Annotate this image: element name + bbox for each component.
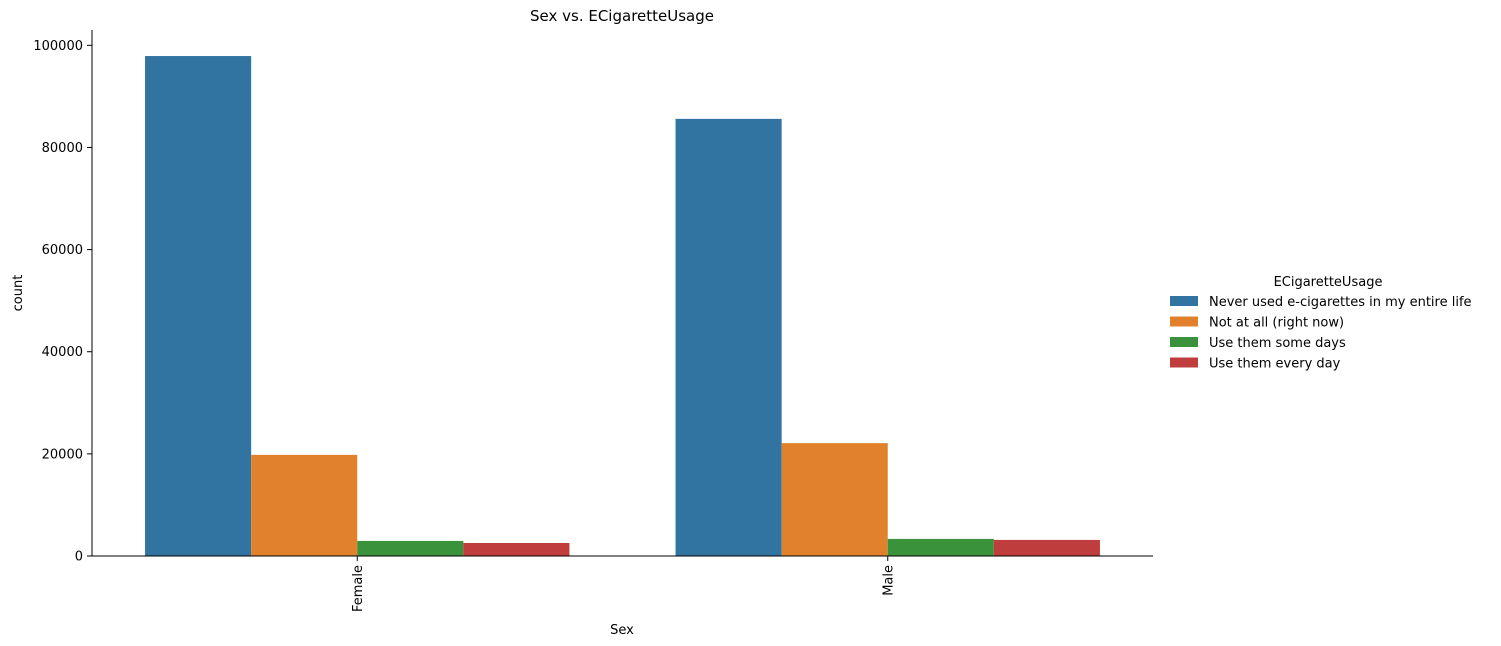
y-axis-title: count <box>11 275 26 312</box>
legend-items: Never used e-cigarettes in my entire lif… <box>1170 295 1472 372</box>
legend-label-use-them-some-days: Use them some days <box>1209 336 1346 351</box>
y-tick-label: 60000 <box>42 243 83 258</box>
legend-swatch-never-used-e-cigarettes-in-my-entire-life <box>1170 296 1198 306</box>
bar-female-never-used-e-cigarettes-in-my-entire-life <box>145 56 252 556</box>
legend-label-never-used-e-cigarettes-in-my-entire-life: Never used e-cigarettes in my entire lif… <box>1209 295 1472 310</box>
bar-female-use-them-every-day <box>463 542 570 556</box>
x-tick-label: Female <box>351 565 366 612</box>
y-tick-label: 40000 <box>42 345 83 360</box>
x-axis-title: Sex <box>610 623 634 638</box>
legend: ECigaretteUsage Never used e-cigarettes … <box>1170 275 1472 372</box>
legend-title: ECigaretteUsage <box>1274 275 1383 290</box>
legend-swatch-use-them-every-day <box>1170 357 1198 368</box>
y-ticks: 0 20000 40000 60000 80000 100000 <box>33 39 92 565</box>
y-tick-label: 0 <box>75 550 83 565</box>
legend-label-not-at-all-right-now: Not at all (right now) <box>1209 316 1344 331</box>
x-tick-label: Male <box>881 565 896 596</box>
legend-label-use-them-every-day: Use them every day <box>1209 357 1341 372</box>
bar-male-not-at-all-right-now <box>781 443 888 556</box>
y-tick-label: 20000 <box>42 447 83 462</box>
legend-swatch-use-them-some-days <box>1170 337 1198 347</box>
x-ticks: Female Male <box>351 556 896 612</box>
y-tick-label: 100000 <box>33 39 83 54</box>
y-tick-label: 80000 <box>42 141 83 156</box>
bar-female-not-at-all-right-now <box>251 454 358 556</box>
bars <box>145 56 1100 557</box>
legend-swatch-not-at-all-right-now <box>1170 316 1198 327</box>
bar-male-use-them-some-days <box>887 538 994 556</box>
bar-female-use-them-some-days <box>357 540 464 556</box>
bar-male-use-them-every-day <box>993 539 1100 556</box>
plot-area: 0 20000 40000 60000 80000 100000 Female Male <box>33 30 1153 612</box>
bar-male-never-used-e-cigarettes-in-my-entire-life <box>675 118 782 557</box>
chart-title: Sex vs. ECigaretteUsage <box>530 7 714 25</box>
